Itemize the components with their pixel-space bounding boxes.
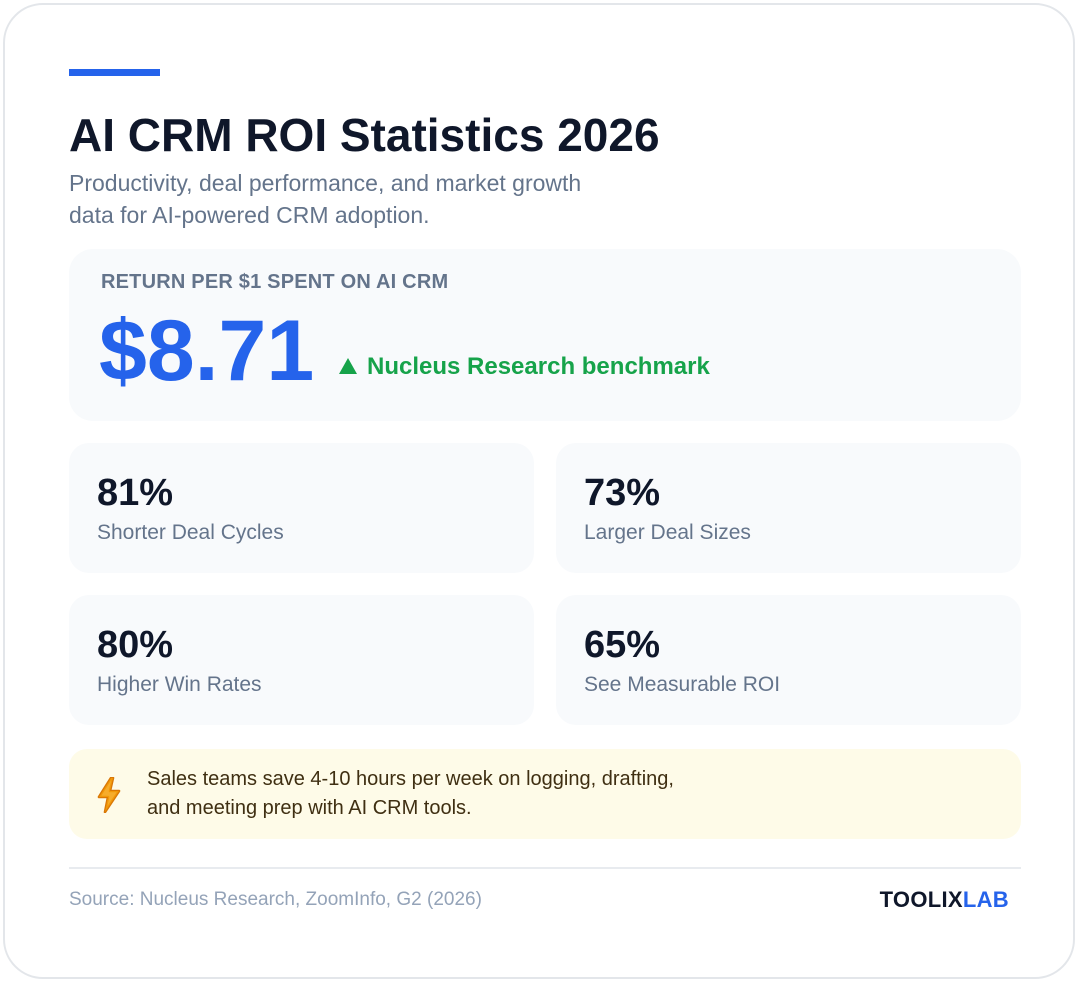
brand-logo-part1: TOOLIX: [879, 887, 963, 912]
hero-stat-value: $8.71: [99, 303, 315, 399]
stat-card: 81% Shorter Deal Cycles: [69, 443, 534, 573]
page-subtitle: Productivity, deal performance, and mark…: [69, 170, 582, 228]
stat-value: 81%: [97, 472, 174, 514]
hero-stat-note: Nucleus Research benchmark: [339, 353, 710, 381]
brand-logo: TOOLIXLAB: [880, 887, 1009, 913]
stat-label: Shorter Deal Cycles: [97, 521, 284, 544]
lightning-bolt-icon: [97, 777, 121, 813]
stat-label: Larger Deal Sizes: [584, 521, 751, 544]
tip-callout-text: Sales teams save 4-10 hours per week on …: [147, 768, 674, 819]
stat-value: 80%: [97, 624, 174, 666]
stat-value: 65%: [584, 624, 661, 666]
stat-card: 65% See Measurable ROI: [556, 595, 1021, 725]
footer-divider: [69, 867, 1021, 869]
tip-callout: Sales teams save 4-10 hours per week on …: [69, 749, 1021, 839]
stat-value: 73%: [584, 472, 661, 514]
stat-card: 80% Higher Win Rates: [69, 595, 534, 725]
brand-logo-part2: LAB: [962, 887, 1009, 912]
stat-label: See Measurable ROI: [584, 673, 781, 696]
stats-card: AI CRM ROI Statistics 2026 Productivity,…: [3, 3, 1075, 979]
page-title: AI CRM ROI Statistics 2026: [69, 109, 660, 161]
hero-stat-label: RETURN PER $1 SPENT ON AI CRM: [101, 271, 449, 293]
triangle-up-icon: [339, 358, 357, 374]
hero-stat-panel: RETURN PER $1 SPENT ON AI CRM $8.71 Nucl…: [69, 249, 1021, 421]
stat-label: Higher Win Rates: [97, 673, 262, 696]
stat-card: 73% Larger Deal Sizes: [556, 443, 1021, 573]
source-note: Source: Nucleus Research, ZoomInfo, G2 (…: [69, 889, 482, 910]
accent-bar: [69, 69, 160, 76]
hero-stat-note-text: Nucleus Research benchmark: [367, 353, 710, 380]
